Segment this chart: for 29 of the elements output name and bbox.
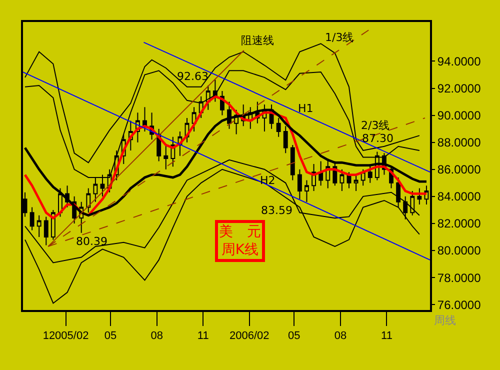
y-tick-label: 80.0000 xyxy=(437,244,482,258)
x-tick-label: 11 xyxy=(197,330,209,342)
text: 周线 xyxy=(434,314,456,327)
x-tick-label: 11 xyxy=(381,330,392,342)
y-tick-label: 92.0000 xyxy=(437,81,482,96)
annotation: 1/3线 xyxy=(325,31,354,44)
x-tick-label: 05 xyxy=(288,330,300,342)
x-tick-label: 08 xyxy=(150,330,163,342)
y-tick-label: 78.0000 xyxy=(437,270,482,285)
x-tick-label: 05 xyxy=(104,330,117,342)
x-tick-label: 08 xyxy=(334,330,347,342)
annotation: H2 xyxy=(260,174,276,187)
annotation: 2/3线 xyxy=(361,119,390,132)
y-tick-label: 76.0000 xyxy=(437,298,482,312)
annotation: H1 xyxy=(298,102,314,115)
y-tick-label: 88.0000 xyxy=(437,136,482,150)
x-tick-label: 12005/02 xyxy=(42,330,89,342)
annotation: 美 元周K线 xyxy=(219,224,261,258)
x-tick-label: 2006/02 xyxy=(230,330,270,342)
y-tick-label: 94.0000 xyxy=(437,54,482,68)
y-tick-label: 86.0000 xyxy=(437,162,482,177)
annotation: 阻速线 xyxy=(241,34,274,47)
annotation: 87.30 xyxy=(362,132,394,145)
y-tick-label: 82.0000 xyxy=(437,216,482,231)
annotation: 83.59 xyxy=(261,204,292,217)
y-tick-label: 84.0000 xyxy=(437,190,482,204)
annotation: 80.39 xyxy=(76,235,108,248)
annotation: 92.63 xyxy=(177,70,208,83)
y-tick-label: 90.0000 xyxy=(437,108,482,122)
